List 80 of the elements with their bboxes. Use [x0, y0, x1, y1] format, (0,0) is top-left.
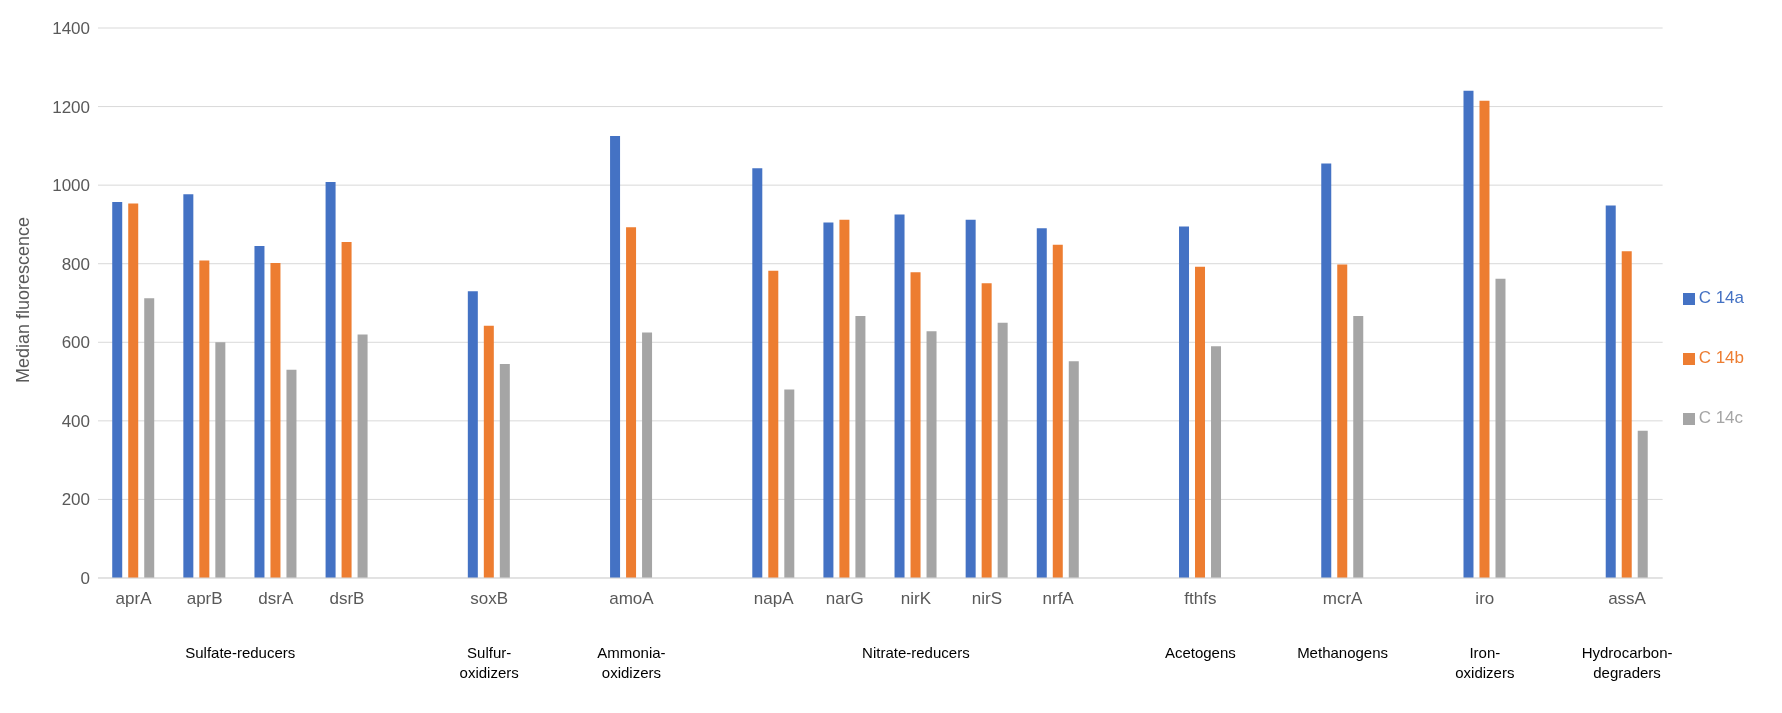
- bar: [286, 369, 297, 578]
- y-tick-label: 600: [61, 333, 90, 353]
- bar: [199, 260, 210, 578]
- text: Methanogens: [1297, 644, 1389, 661]
- bar: [894, 214, 905, 578]
- bar: [1036, 228, 1047, 578]
- x-tick-label: dsrB: [329, 589, 365, 608]
- text: Ammonia-oxidizers: [597, 644, 666, 681]
- bar: [1211, 346, 1222, 578]
- text: Nitrate-reducers: [862, 644, 970, 661]
- legend-label: C 14a: [1698, 288, 1744, 307]
- bar: [823, 222, 834, 578]
- bar: [483, 325, 494, 578]
- bar: [1179, 226, 1190, 578]
- y-axis-title: Median fluorescence: [13, 216, 34, 383]
- x-tick-label: narG: [825, 589, 864, 608]
- bar: [1621, 251, 1632, 578]
- y-tick-label: 1200: [52, 97, 90, 117]
- y-tick-label: 1400: [52, 19, 90, 39]
- bar: [926, 331, 937, 578]
- bar: [1463, 90, 1474, 578]
- bar: [784, 389, 795, 578]
- bar: [499, 363, 510, 578]
- x-tick-label: soxB: [470, 589, 509, 608]
- y-tick-label: 0: [80, 569, 90, 589]
- legend-label: C 14c: [1698, 408, 1744, 427]
- bar: [341, 242, 352, 578]
- bar: [325, 182, 336, 578]
- x-tick-label: nirK: [900, 589, 932, 608]
- bar: [144, 298, 155, 578]
- bar: [910, 272, 921, 578]
- bar: [1605, 205, 1616, 578]
- bar: [1195, 266, 1206, 578]
- bar: [270, 262, 281, 578]
- y-tick-label: 800: [61, 254, 90, 274]
- x-tick-label: nrfA: [1042, 589, 1075, 608]
- bar: [839, 219, 850, 578]
- text: Hydrocarbon-degraders: [1581, 644, 1673, 681]
- bar: [610, 136, 621, 578]
- bar: [1052, 244, 1063, 578]
- bar: [1479, 100, 1490, 578]
- x-tick-label: mcrA: [1322, 589, 1364, 608]
- x-tick-label: napA: [753, 589, 795, 608]
- bar: [1637, 430, 1648, 578]
- y-tick-label: 200: [61, 490, 90, 510]
- bar: [642, 332, 653, 578]
- text: Iron-oxidizers: [1455, 644, 1515, 681]
- bar: [128, 203, 139, 578]
- bar: [1337, 264, 1348, 578]
- bar: [1068, 361, 1079, 578]
- bar: [981, 283, 992, 578]
- bar: [254, 246, 265, 578]
- bar: [1353, 315, 1364, 578]
- bar: [768, 270, 779, 578]
- bar: [1321, 163, 1332, 578]
- bar: [183, 194, 194, 578]
- bar: [626, 227, 637, 578]
- x-tick-label: fthfs: [1184, 589, 1217, 608]
- bar: [997, 322, 1008, 578]
- x-tick-label: amoA: [609, 589, 655, 608]
- y-tick-label: 1000: [52, 176, 90, 196]
- legend-label: C 14b: [1698, 348, 1744, 367]
- bar: [752, 168, 763, 578]
- bar: [855, 315, 866, 578]
- bar: [965, 219, 976, 578]
- x-tick-label: aprA: [115, 589, 153, 608]
- bar: [112, 202, 123, 578]
- text: Sulfur-oxidizers: [459, 644, 519, 681]
- x-tick-label: assA: [1608, 589, 1647, 608]
- text: Sulfate-reducers: [185, 644, 296, 661]
- bar: [215, 342, 226, 578]
- x-tick-label: iro: [1475, 589, 1495, 608]
- bar: [357, 334, 368, 578]
- x-tick-label: dsrA: [258, 589, 294, 608]
- bar: [467, 291, 478, 578]
- text: Acetogens: [1164, 644, 1236, 661]
- x-tick-label: nirS: [971, 589, 1003, 608]
- x-tick-label: aprB: [186, 589, 223, 608]
- bar: [1495, 278, 1506, 578]
- y-tick-label: 400: [61, 411, 90, 431]
